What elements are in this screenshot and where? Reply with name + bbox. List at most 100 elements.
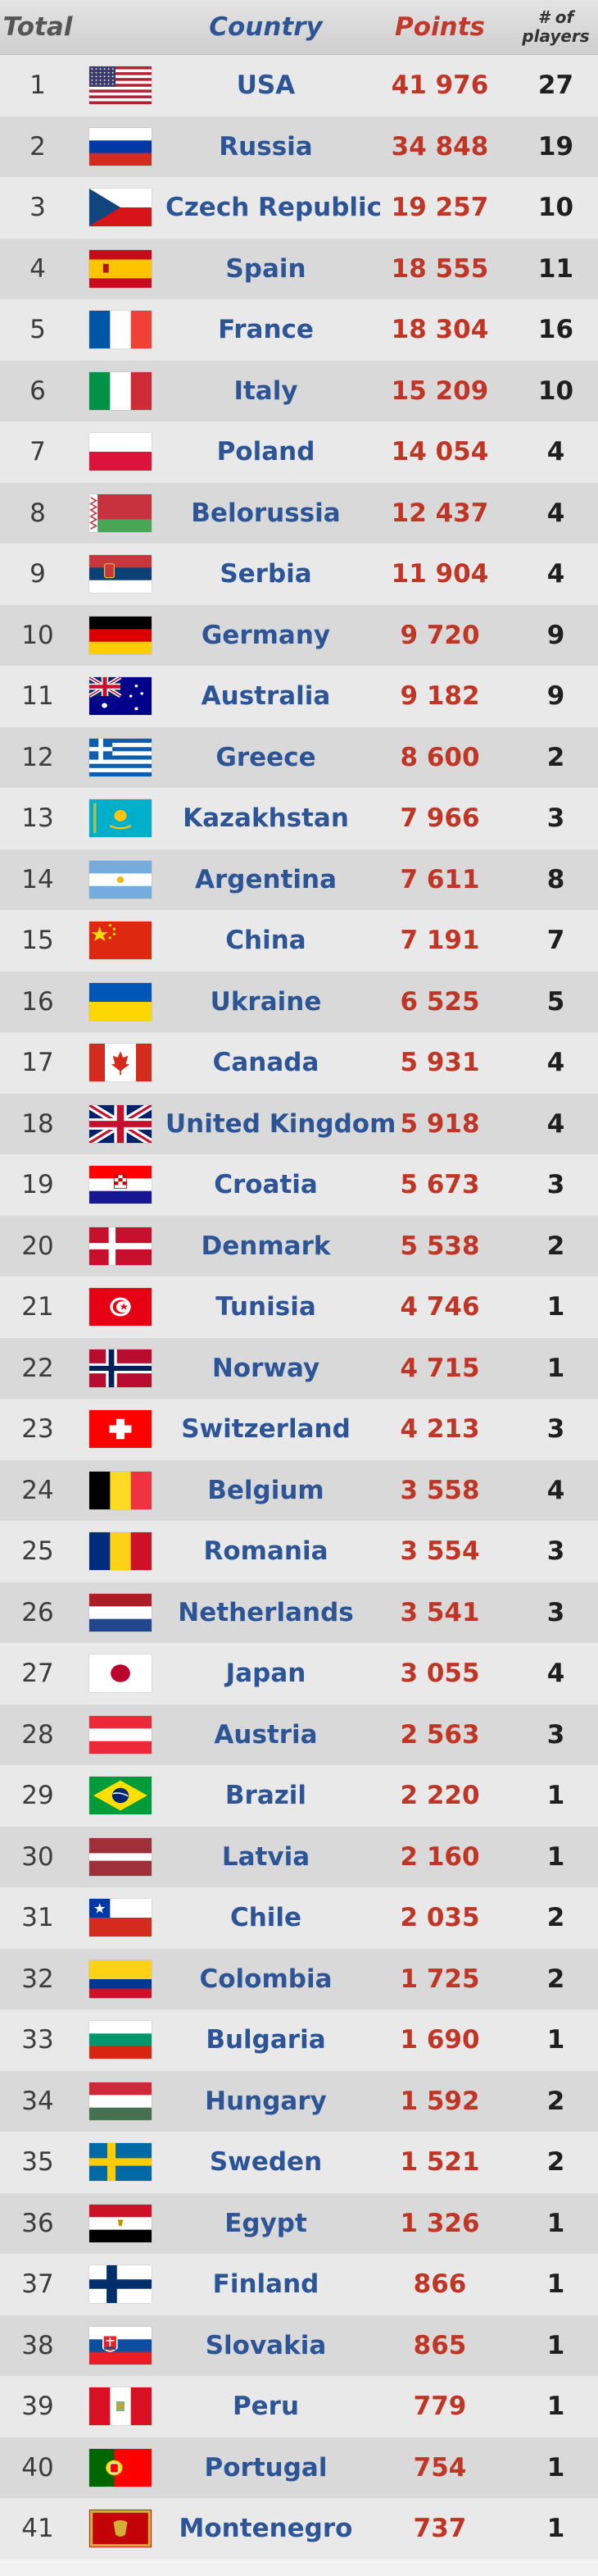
rank-cell: 16 [21, 986, 54, 1017]
flag-cell [75, 2021, 165, 2059]
players-cell: 1 [546, 2330, 565, 2360]
points-cell: 5 918 [400, 1108, 480, 1139]
players-cell: 7 [546, 926, 565, 956]
flag-cell [75, 1837, 165, 1876]
country-cell: Australia [201, 681, 331, 712]
rank-cell: 35 [21, 2147, 54, 2178]
rank-cell: 40 [21, 2452, 54, 2483]
australia-flag-icon [89, 677, 152, 716]
flag-cell [75, 922, 165, 960]
table-row: 17 Canada 5 931 4 [0, 1032, 598, 1094]
rank-cell: 29 [21, 1781, 54, 1811]
points-cell: 14 054 [391, 437, 489, 467]
rank-cell: 21 [21, 1292, 54, 1322]
table-row: 33 Bulgaria 1 690 1 [0, 2009, 598, 2071]
flag-cell [75, 1166, 165, 1204]
rank-cell: 25 [21, 1536, 54, 1567]
points-cell: 9 720 [400, 620, 480, 650]
rank-cell: 26 [21, 1597, 54, 1627]
rank-cell: 36 [21, 2208, 54, 2238]
players-cell: 4 [546, 1108, 565, 1139]
united-kingdom-flag-icon [89, 1104, 152, 1143]
rank-cell: 33 [21, 2025, 54, 2055]
flag-cell [75, 1593, 165, 1632]
flag-cell [75, 1959, 165, 1998]
points-cell: 7 611 [400, 864, 480, 894]
table-row: 15 China 7 191 7 [0, 910, 598, 972]
rank-cell: 41 [21, 2514, 54, 2544]
rank-cell: 37 [21, 2269, 54, 2300]
usa-flag-icon [89, 66, 152, 105]
header-players: # of players [522, 7, 590, 46]
rank-cell: 20 [21, 1231, 54, 1261]
flag-cell [75, 1104, 165, 1143]
china-flag-icon [89, 922, 152, 960]
rank-cell: 17 [21, 1048, 54, 1078]
kazakhstan-flag-icon [89, 799, 152, 838]
table-row: 23 Switzerland 4 213 3 [0, 1399, 598, 1460]
flag-cell [75, 1410, 165, 1449]
table-row: 20 Denmark 5 538 2 [0, 1215, 598, 1277]
finland-flag-icon [89, 2265, 152, 2304]
flag-cell [75, 799, 165, 838]
country-cell: France [218, 315, 314, 345]
flag-cell [75, 2510, 165, 2548]
points-cell: 866 [413, 2269, 467, 2300]
flag-cell [75, 127, 165, 166]
hungary-flag-icon [89, 2082, 152, 2120]
table-row: 37 Finland 866 1 [0, 2254, 598, 2315]
players-cell: 1 [546, 1353, 565, 1383]
rank-cell: 19 [21, 1170, 54, 1200]
country-cell: Denmark [201, 1231, 331, 1261]
players-cell: 3 [546, 1170, 565, 1200]
flag-cell [75, 2448, 165, 2487]
players-cell: 27 [537, 71, 574, 101]
table-row: 38 Slovakia 865 1 [0, 2314, 598, 2376]
country-cell: Germany [201, 620, 331, 650]
points-cell: 1 521 [400, 2147, 480, 2178]
table-row: 22 Norway 4 715 1 [0, 1337, 598, 1399]
table-row: 12 Greece 8 600 2 [0, 726, 598, 788]
country-cell: Chile [229, 1903, 302, 1933]
points-cell: 3 055 [400, 1659, 480, 1689]
players-cell: 10 [537, 375, 574, 406]
points-cell: 7 191 [400, 926, 480, 956]
players-cell: 11 [537, 253, 574, 284]
rank-cell: 9 [29, 559, 46, 589]
denmark-flag-icon [89, 1227, 152, 1265]
country-cell: Peru [232, 2392, 300, 2422]
players-cell: 3 [546, 803, 565, 834]
players-cell: 1 [546, 2269, 565, 2300]
rank-cell: 31 [21, 1903, 54, 1933]
country-cell: Montenegro [179, 2514, 353, 2544]
players-cell: 1 [546, 2452, 565, 2483]
rank-cell: 24 [21, 1475, 54, 1505]
players-cell: 3 [546, 1536, 565, 1567]
players-cell: 2 [546, 1231, 565, 1261]
country-cell: Portugal [204, 2452, 328, 2483]
czech-republic-flag-icon [89, 189, 152, 227]
country-cell: Norway [211, 1353, 320, 1383]
points-cell: 41 976 [391, 71, 489, 101]
flag-cell [75, 2387, 165, 2426]
country-cell: Brazil [224, 1781, 307, 1811]
japan-flag-icon [89, 1654, 152, 1693]
table-row: 11 Australia 9 182 9 [0, 666, 598, 727]
points-cell: 15 209 [391, 375, 489, 406]
country-cell: Japan [225, 1659, 306, 1689]
rank-cell: 38 [21, 2330, 54, 2360]
slovakia-flag-icon [89, 2326, 152, 2364]
serbia-flag-icon [89, 555, 152, 594]
table-row: 4 Spain 18 555 11 [0, 238, 598, 299]
players-cell: 4 [546, 1475, 565, 1505]
flag-cell [75, 1349, 165, 1387]
flag-cell [75, 2143, 165, 2182]
country-cell: USA [236, 71, 296, 101]
players-cell: 2 [546, 742, 565, 772]
flag-cell [75, 2204, 165, 2242]
players-cell: 1 [546, 2025, 565, 2055]
flag-cell [75, 2082, 165, 2120]
country-cell: Egypt [224, 2208, 307, 2238]
points-cell: 2 220 [400, 1781, 480, 1811]
